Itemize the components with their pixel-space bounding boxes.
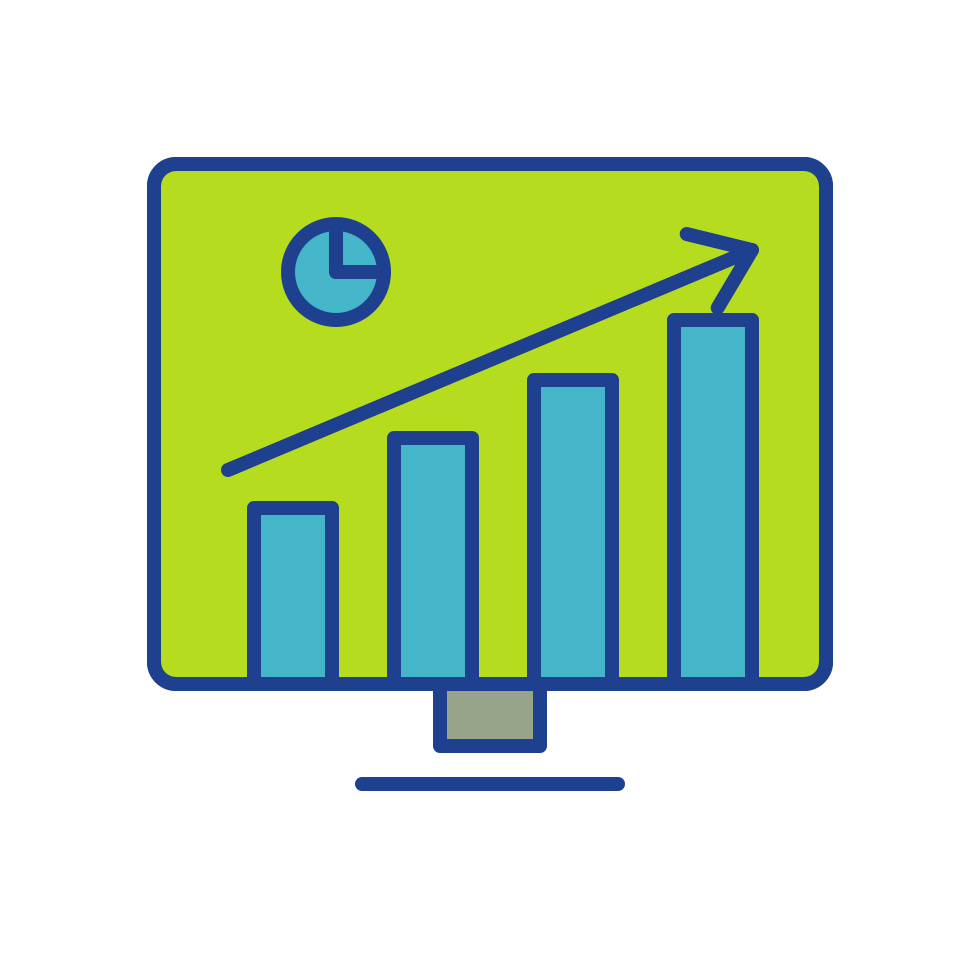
bar-fill-0 — [254, 508, 332, 694]
bar-fill-2 — [534, 380, 612, 694]
analytics-monitor-icon — [0, 0, 980, 980]
bar-fill-3 — [674, 320, 752, 694]
analytics-icon-svg — [0, 0, 980, 980]
bar-fill-1 — [394, 438, 472, 694]
monitor-neck — [440, 684, 540, 746]
